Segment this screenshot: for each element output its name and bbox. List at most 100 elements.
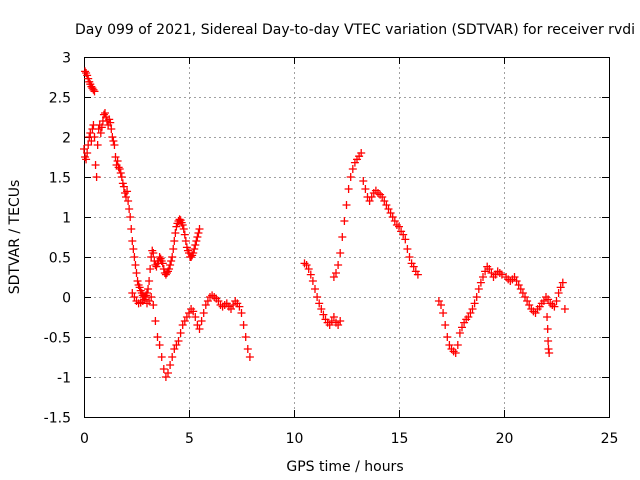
data-point (525, 301, 534, 309)
data-point (340, 217, 349, 225)
data-point (466, 309, 475, 317)
data-point (315, 299, 324, 308)
data-point (545, 349, 554, 357)
data-point (319, 310, 328, 319)
data-point (155, 341, 164, 349)
data-point (409, 262, 418, 271)
data-point (313, 293, 322, 301)
data-point (115, 165, 124, 173)
data-point (437, 301, 445, 309)
data-point (516, 285, 525, 293)
data-point (554, 289, 563, 297)
data-point (149, 249, 158, 257)
data-point (243, 345, 252, 353)
data-point (327, 317, 336, 325)
data-point (189, 307, 198, 316)
data-point (479, 273, 487, 281)
data-point (166, 261, 175, 269)
y-tick-labels: -1.5 -1 -0.5 0 0.5 1 1.5 2 2.5 3 (44, 51, 71, 427)
data-point (149, 301, 158, 309)
data-point (548, 301, 557, 309)
data-point (468, 305, 477, 313)
data-point (434, 297, 443, 305)
data-point (399, 230, 408, 239)
data-point (195, 325, 204, 333)
series-arc-3 (128, 289, 254, 381)
data-point (146, 265, 155, 273)
data-point (157, 353, 166, 361)
data-point (170, 345, 179, 353)
data-point (201, 301, 210, 309)
y-axis-title: SDTVAR / TECUs (7, 180, 23, 295)
data-point (133, 277, 142, 285)
data-point (195, 225, 204, 233)
data-point (451, 349, 460, 357)
series-arc-7 (434, 262, 506, 357)
data-point (210, 293, 219, 301)
data-point (91, 161, 100, 169)
data-point (386, 209, 395, 217)
plot-frame (84, 57, 610, 418)
data-point (125, 205, 134, 213)
data-point (131, 261, 140, 269)
data-point (523, 297, 532, 305)
chart-title: Day 099 of 2021, Sidereal Day-to-day VTE… (75, 22, 635, 38)
data-point (453, 341, 462, 349)
data-point (129, 245, 138, 253)
data-point (108, 133, 117, 141)
data-point (304, 265, 313, 273)
data-point (405, 253, 414, 261)
data-point (83, 149, 92, 157)
data-point (481, 267, 490, 276)
data-point (171, 229, 180, 237)
data-point (348, 165, 357, 173)
data-point (357, 149, 366, 157)
data-point (552, 297, 561, 305)
data-point (111, 153, 120, 161)
data-point (128, 237, 137, 245)
data-point (122, 193, 130, 201)
data-point (476, 278, 485, 287)
data-point (361, 185, 370, 193)
data-point (81, 67, 90, 76)
data-point (113, 157, 122, 165)
data-point (158, 259, 167, 268)
data-point (110, 141, 119, 149)
x-tick-labels: 0 5 10 15 20 25 (80, 431, 618, 447)
data-point (86, 129, 95, 137)
data-point (193, 233, 202, 241)
y-tick-label: 1.5 (49, 171, 71, 187)
data-point (132, 269, 141, 277)
data-point (82, 155, 91, 164)
data-point (123, 187, 132, 196)
data-point (96, 129, 105, 137)
data-point (191, 313, 200, 321)
y-tick-label: -1 (57, 371, 71, 387)
series-arc-6 (359, 177, 422, 279)
series-arc-8 (502, 273, 569, 317)
data-point (311, 285, 319, 293)
data-point (144, 285, 153, 293)
data-point (521, 293, 529, 301)
data-point (168, 253, 177, 261)
data-point (181, 237, 190, 245)
x-axis-title: GPS time / hours (286, 459, 403, 475)
data-point (359, 177, 368, 185)
data-point (109, 137, 118, 145)
x-tick-label: 10 (286, 431, 304, 447)
data-point (550, 302, 559, 311)
series-arc-1 (81, 67, 99, 96)
data-point (106, 118, 115, 127)
data-point (401, 235, 410, 244)
data-point (495, 269, 504, 277)
data-point (199, 309, 208, 317)
x-tick-label: 20 (496, 431, 514, 447)
series-arc-8-dip (543, 313, 554, 357)
data-point (117, 173, 126, 181)
data-point (403, 245, 412, 253)
data-point (126, 213, 135, 221)
x-tick-label: 5 (185, 431, 194, 447)
data-point (384, 205, 393, 213)
data-point (544, 337, 553, 345)
